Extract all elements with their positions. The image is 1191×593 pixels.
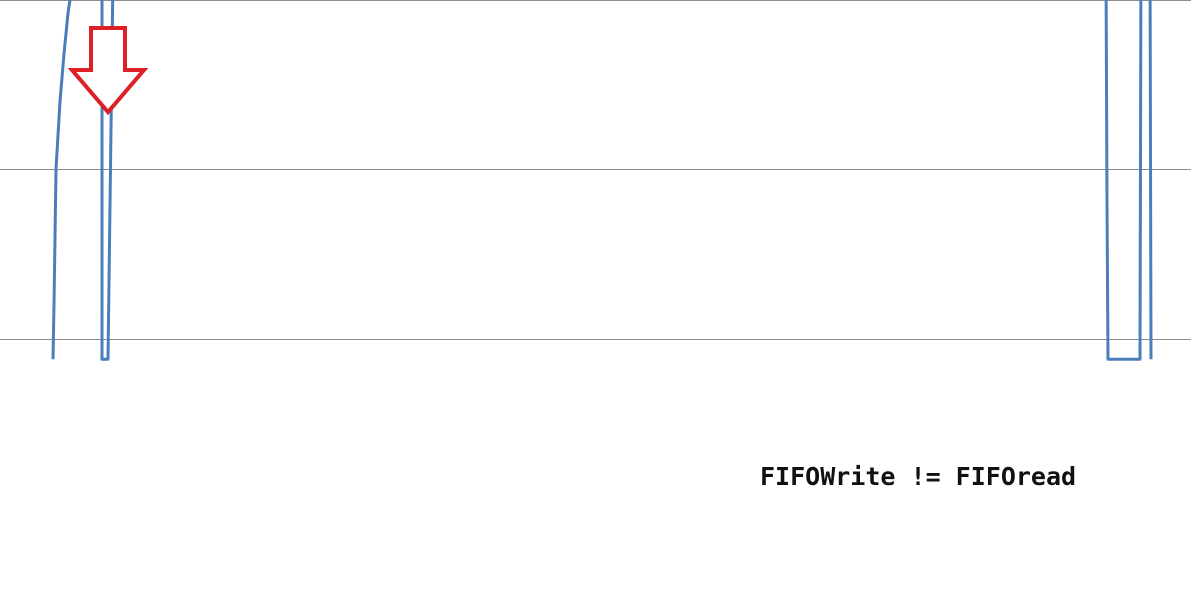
down-arrow-icon-1 <box>67 26 149 116</box>
gridlines <box>0 0 1191 340</box>
series-layer <box>51 0 1153 361</box>
annotation-arrows <box>67 26 149 116</box>
annotation-label: FIFOWrite != FIFOread <box>760 462 1076 491</box>
series-line-1 <box>51 0 1153 361</box>
